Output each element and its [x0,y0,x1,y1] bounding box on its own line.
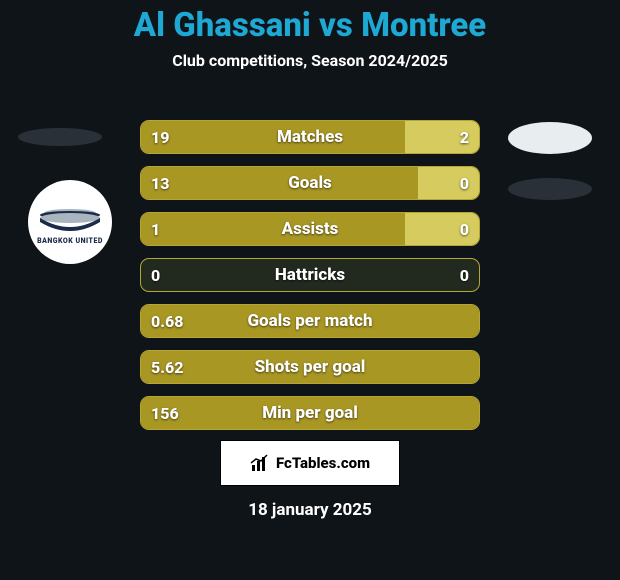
branding-box: FcTables.com [220,440,400,486]
bar-left-value: 1 [141,213,170,245]
bar-row: 0.68Goals per match [140,304,480,338]
subtitle: Club competitions, Season 2024/2025 [0,51,620,70]
bar-left-value: 13 [141,167,179,199]
club-badge: BANGKOK UNITED [28,180,112,264]
club-badge-text: BANGKOK UNITED [37,237,103,245]
left-shadow-ellipse [18,128,102,146]
bar-left-fill [141,121,405,153]
bar-row: 0 0Hattricks [140,258,480,292]
comparison-bars: 192Matches130Goals10Assists00Hattricks0.… [140,120,480,442]
bar-left-value: 156 [141,397,189,429]
bar-left-fill [141,213,405,245]
bar-row: 130Goals [140,166,480,200]
bar-right-value: 0 [450,167,479,199]
branding-text: FcTables.com [276,454,370,472]
date: 18 january 2025 [0,500,620,520]
bar-left-fill [141,167,418,199]
bar-left-value: 5.62 [141,351,193,383]
right-shadow-ellipse [508,122,592,154]
bar-row: 156Min per goal [140,396,480,430]
bar-right-value: 0 [450,259,479,291]
club-crest-icon [39,200,101,236]
vs-text: vs [319,6,353,45]
bar-row: 5.62Shots per goal [140,350,480,384]
bar-right-value: 2 [450,121,479,153]
bar-row: 192Matches [140,120,480,154]
bar-left-value: 0 [141,259,170,291]
bar-row: 10Assists [140,212,480,246]
bar-right-value: 0 [450,213,479,245]
bar-left-value: 19 [141,121,179,153]
branding-chart-icon [250,453,270,473]
bar-left-fill [141,397,479,429]
bar-label: Hattricks [141,259,479,291]
right-shadow-ellipse-2 [508,178,592,200]
player2-name: Montree [361,6,486,45]
player1-name: Al Ghassani [134,6,311,45]
page-title: Al Ghassani vs Montree [0,0,620,45]
bar-left-value: 0.68 [141,305,193,337]
